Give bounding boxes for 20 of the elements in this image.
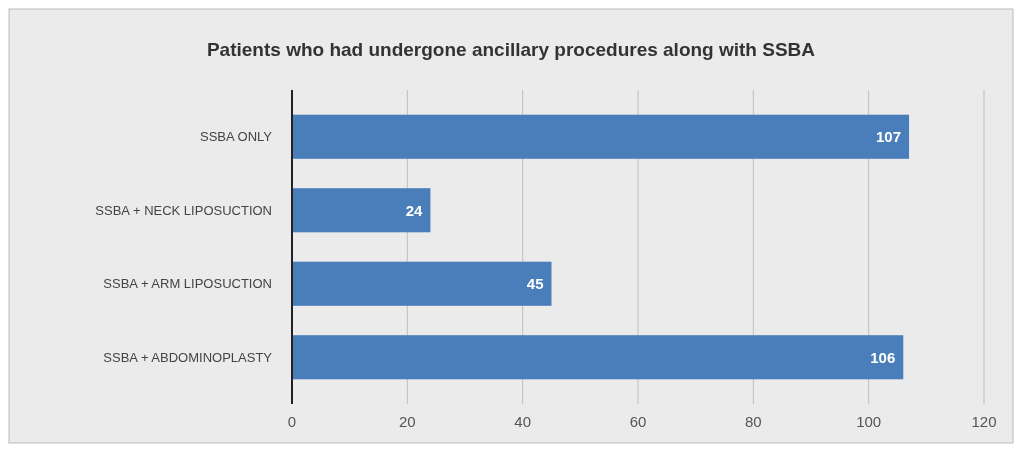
- data-label: 106: [870, 348, 896, 366]
- x-tick-label: 40: [514, 413, 532, 430]
- x-tick-label: 100: [856, 413, 882, 430]
- y-tick-label: SSBA + NECK LIPOSUCTION: [95, 202, 272, 218]
- y-tick-label: SSBA + ABDOMINOPLASTY: [103, 349, 273, 365]
- bar: [292, 114, 910, 159]
- bar: [292, 335, 904, 380]
- data-label: 107: [876, 128, 902, 145]
- bar: [292, 188, 431, 233]
- y-tick-label: SSBA + ARM LIPOSUCTION: [103, 276, 272, 292]
- x-tick-label: 0: [287, 413, 297, 430]
- x-tick-label: 120: [971, 413, 997, 430]
- data-label: 24: [405, 201, 424, 219]
- x-tick-label: 20: [398, 413, 416, 430]
- x-tick-label: 60: [629, 413, 647, 430]
- data-label: 45: [526, 275, 544, 292]
- x-tick-label: 80: [744, 413, 762, 430]
- bar: [292, 261, 552, 306]
- y-tick-label: SSBA ONLY: [199, 129, 273, 145]
- chart-title: Patients who had undergone ancillary procedures along with SSBA: [206, 39, 816, 60]
